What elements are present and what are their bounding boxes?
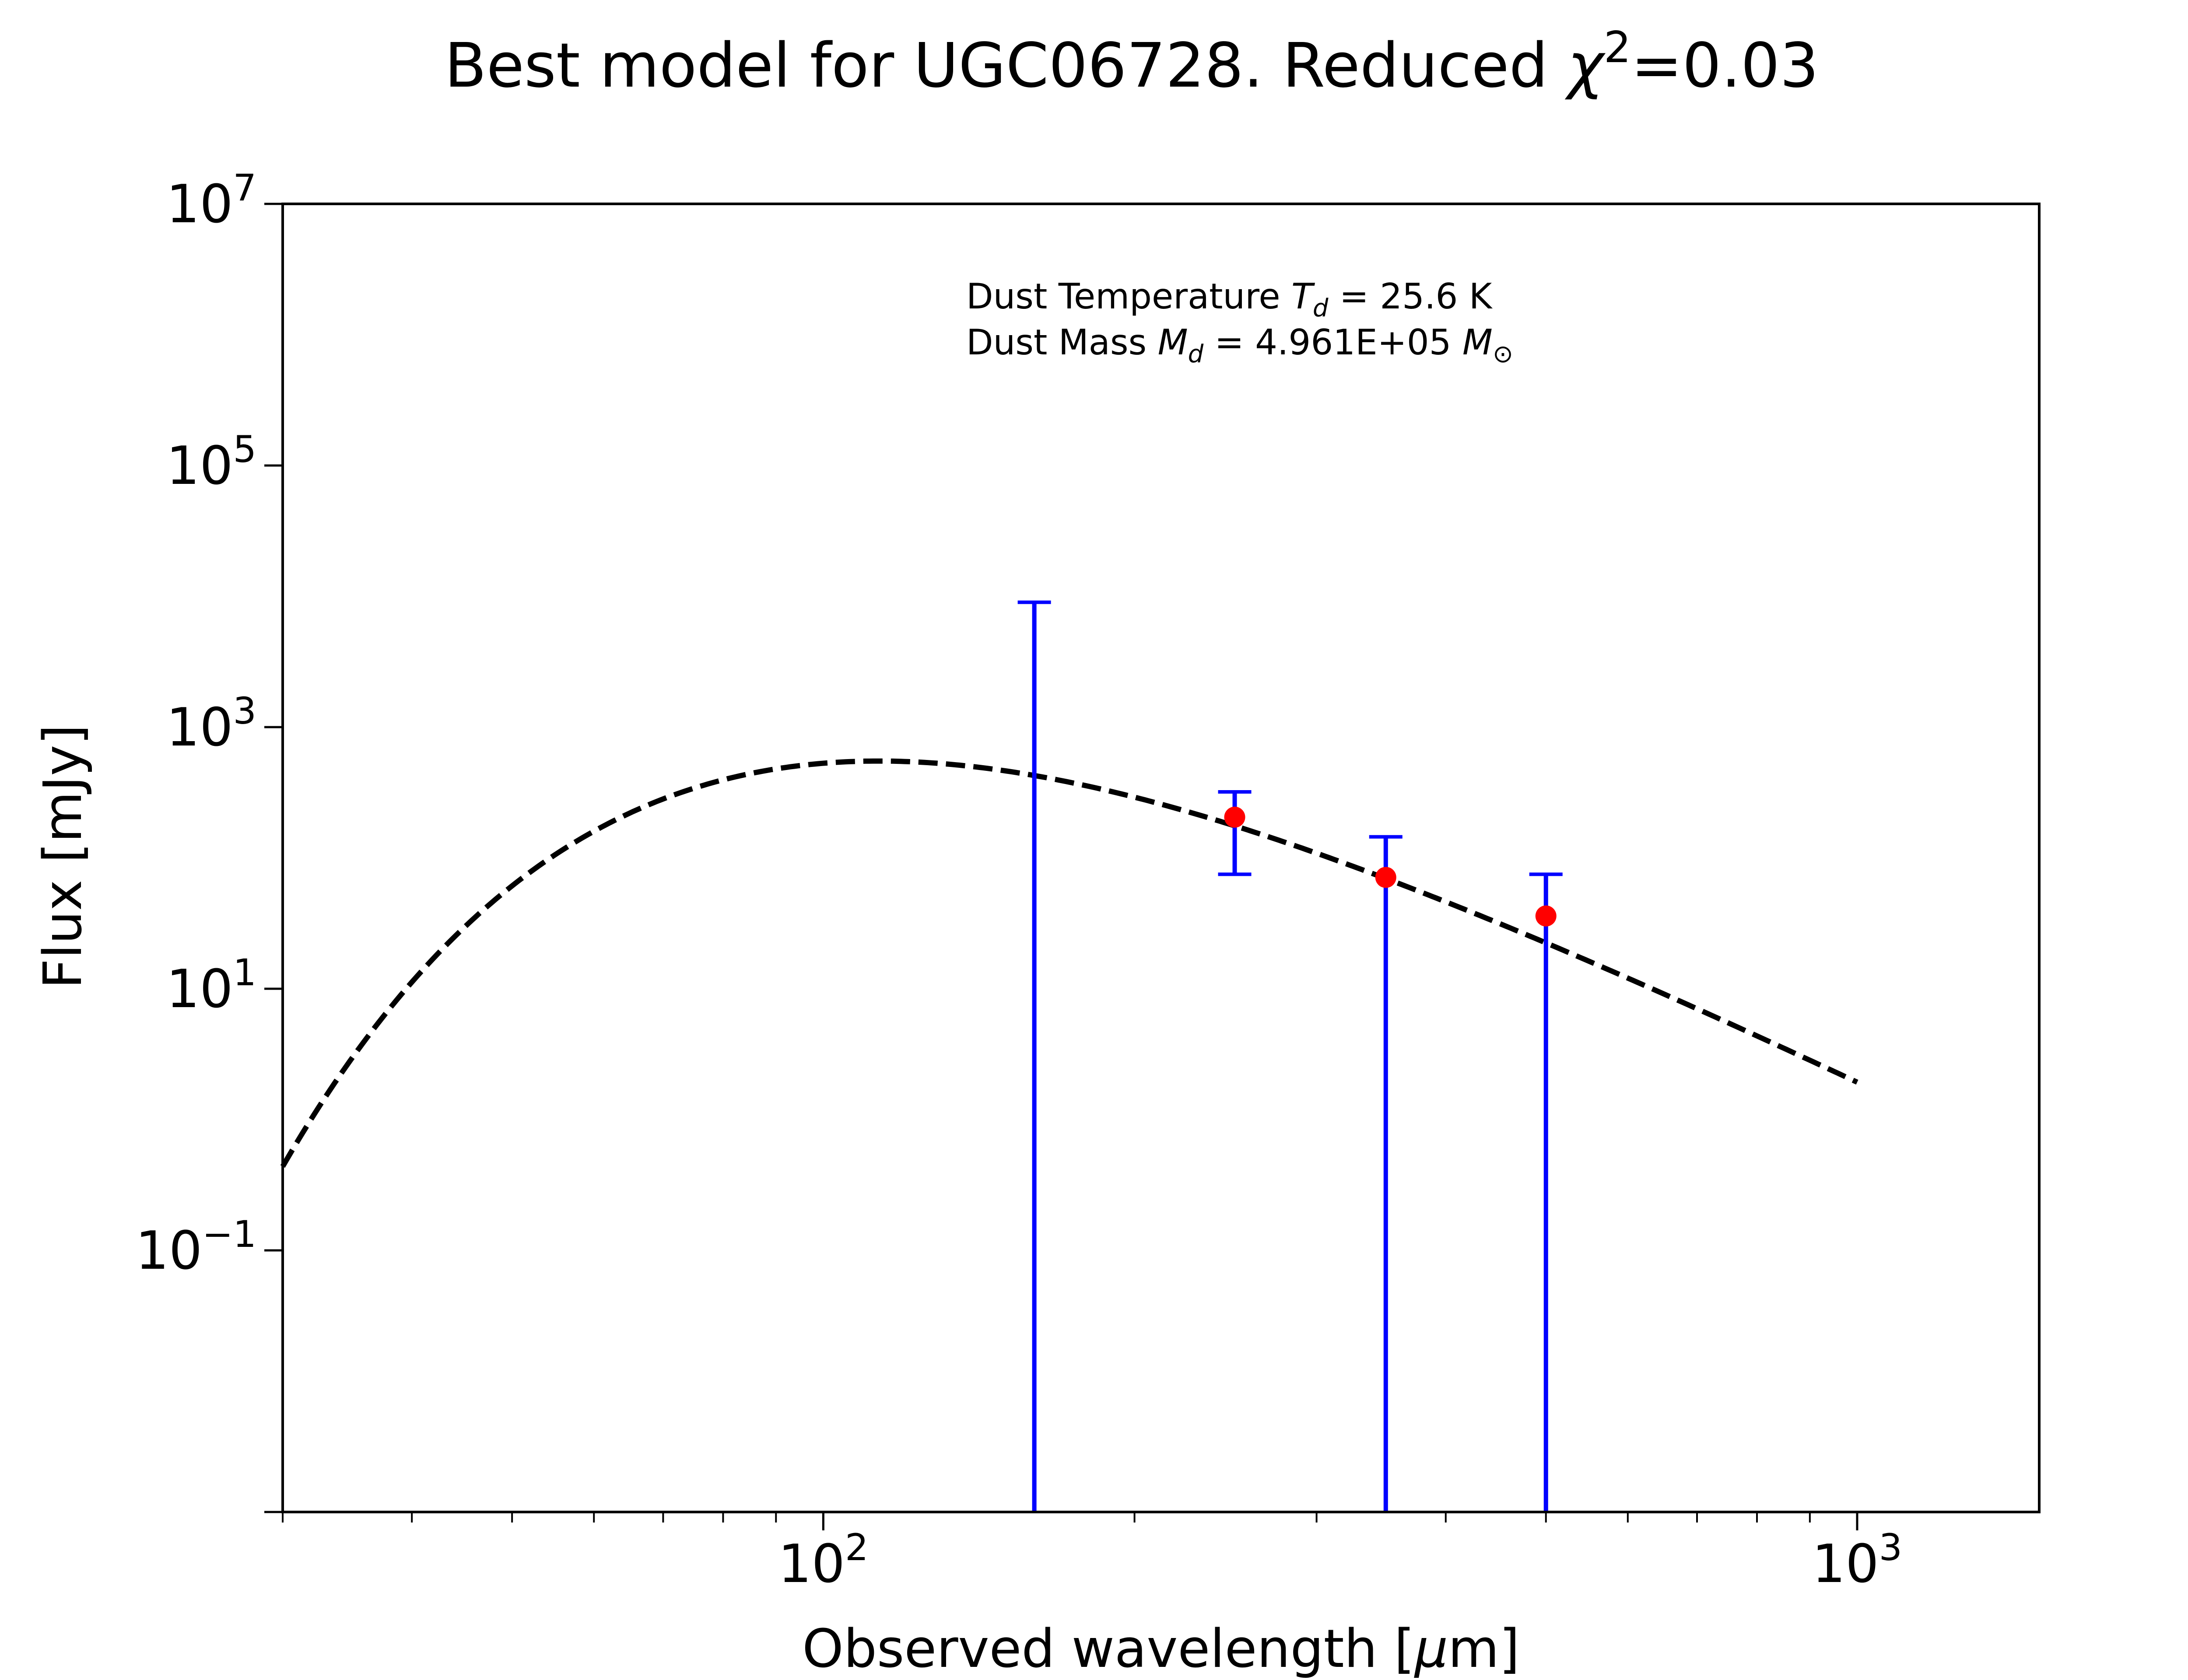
errorbar-layer <box>1017 600 1563 1512</box>
data-point <box>1535 905 1557 927</box>
x-axis-label: Observed wavelength [μm] <box>802 1619 1520 1680</box>
y-tick-label: 105 <box>166 428 256 497</box>
chart-title: Best model for UGC06728. Reduced χ2=0.03 <box>445 23 1819 102</box>
points-layer <box>1224 806 1557 927</box>
plot-frame <box>281 203 2041 1513</box>
y-tick-label: 101 <box>166 951 256 1020</box>
y-tick-label: 103 <box>166 690 256 758</box>
y-tick-label: 107 <box>166 166 256 235</box>
y-tick-label: 10−1 <box>135 1213 256 1281</box>
data-point <box>1375 867 1396 888</box>
y-axis-label: Flux [mJy] <box>33 724 94 989</box>
x-axis-ticks: 102 103 <box>282 1512 1902 1595</box>
model-curve <box>280 758 1858 1168</box>
dust-temperature-annotation: Dust Temperature Td = 25.6 K <box>966 276 1493 322</box>
data-point <box>1224 806 1245 828</box>
x-tick-label: 102 <box>778 1526 868 1595</box>
y-axis-ticks: 10−1 101 103 105 107 <box>135 166 283 1513</box>
x-tick-label: 103 <box>1812 1526 1902 1595</box>
dust-mass-annotation: Dust Mass Md = 4.961E+05 M⊙ <box>966 322 1513 368</box>
model-layer <box>280 758 1858 1168</box>
